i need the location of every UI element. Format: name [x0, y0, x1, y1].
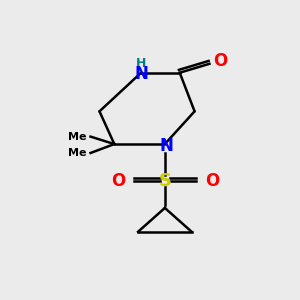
Text: N: N — [134, 65, 148, 83]
Text: O: O — [214, 52, 228, 70]
Text: N: N — [159, 136, 173, 154]
Text: O: O — [205, 172, 219, 190]
Text: H: H — [136, 57, 146, 70]
Text: Me: Me — [68, 148, 86, 158]
Text: Me: Me — [68, 132, 86, 142]
Text: S: S — [158, 172, 171, 190]
Text: O: O — [111, 172, 125, 190]
